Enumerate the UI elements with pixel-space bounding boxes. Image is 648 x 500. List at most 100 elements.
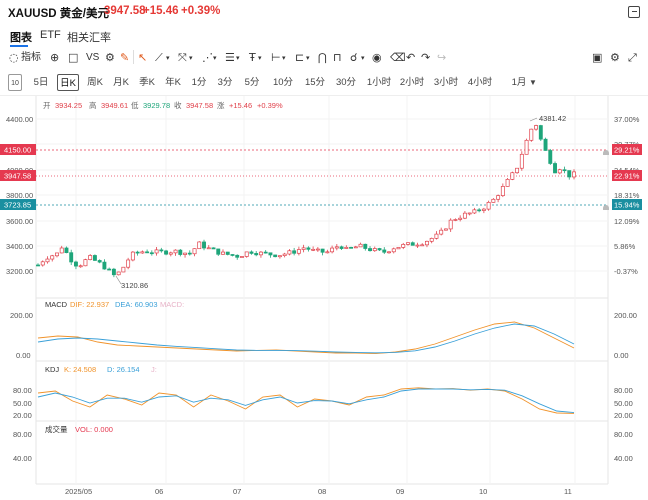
tab-chart[interactable]: 图表 — [10, 32, 32, 44]
candle-body — [311, 248, 316, 251]
level-badge-low-text: 3723.85 — [4, 201, 31, 210]
level-badge-high-left[interactable]: 4150.00 — [0, 144, 36, 155]
tf-1mo[interactable]: 1月 — [511, 77, 527, 88]
level-badge-low-left[interactable]: 3723.85 — [0, 199, 36, 210]
ray-icon[interactable]: ⤧ — [178, 51, 187, 64]
level-badge-low-right[interactable]: 15.94% — [612, 199, 642, 210]
tf-5m[interactable]: 5分 — [244, 77, 260, 88]
bell-icon[interactable] — [603, 205, 609, 210]
volume-axis: 80.00 40.00 80.00 40.00 — [13, 430, 633, 463]
delete-icon[interactable]: ⌫ — [390, 51, 406, 64]
pct-tick: 5.86% — [614, 242, 636, 251]
cursor-icon[interactable]: ↖ — [138, 51, 148, 64]
tf-3m[interactable]: 3分 — [217, 77, 233, 88]
pattern-icon[interactable]: ⋰ — [202, 51, 213, 64]
tf-4h[interactable]: 4小时 — [467, 77, 493, 88]
redo-icon[interactable]: ↷ — [421, 51, 431, 64]
change-value: +15.46 — [229, 101, 252, 110]
candle-body — [121, 266, 126, 273]
text-icon[interactable]: Ŧ — [249, 51, 256, 64]
add-chart-icon[interactable]: ⊕ — [50, 51, 60, 64]
fibonacci-icon[interactable]: ☰ — [225, 51, 235, 64]
chevron-down-icon[interactable]: ▾ — [282, 54, 286, 62]
divider — [0, 95, 648, 96]
chevron-down-icon[interactable]: ▼ — [529, 78, 537, 87]
candle-body — [69, 252, 74, 263]
kdj-tick: 50.00 — [13, 399, 32, 408]
tf-weekly[interactable]: 周K — [87, 77, 103, 88]
chevron-down-icon[interactable]: ▾ — [213, 54, 217, 62]
chevron-down-icon[interactable]: ▾ — [189, 54, 193, 62]
expand-icon[interactable]: ⤢ — [628, 51, 637, 64]
shape-icon[interactable]: ⊏ — [295, 51, 305, 64]
candle-body — [192, 248, 197, 255]
eye-icon[interactable]: ◉ — [372, 51, 382, 64]
time-tick: 2025/05 — [65, 487, 92, 496]
indicator-icon[interactable]: ◌ — [9, 51, 19, 64]
layout-icon[interactable]: □ — [68, 51, 79, 64]
tf-5d[interactable]: 5日 — [33, 77, 49, 88]
level-badge-high-text: 4150.00 — [4, 146, 31, 155]
candle-body — [434, 233, 439, 239]
trendline-icon[interactable]: ⟋ — [155, 51, 163, 64]
candle-body — [548, 150, 553, 164]
tf-3h[interactable]: 3小时 — [433, 77, 459, 88]
bell-icon[interactable] — [603, 150, 609, 155]
candle-body — [254, 253, 259, 256]
lock-icon[interactable]: ⊓ — [333, 51, 342, 64]
chevron-down-icon[interactable]: ▾ — [166, 54, 170, 62]
grid — [36, 96, 608, 484]
tf-1h[interactable]: 1小时 — [366, 77, 392, 88]
compare-button[interactable]: VS — [86, 52, 100, 63]
tab-etf[interactable]: ETF — [40, 29, 61, 41]
tab-active-indicator — [10, 45, 28, 47]
trough-leader — [115, 275, 122, 285]
kdj-tick: 80.00 — [13, 386, 32, 395]
brush-icon[interactable]: ✎ — [120, 51, 130, 64]
calendar-icon[interactable]: 10 — [8, 74, 22, 91]
candle-body — [240, 256, 244, 258]
magnet-icon[interactable]: ⋂ — [318, 51, 328, 64]
candle-body — [197, 241, 202, 250]
candle-body — [50, 255, 55, 260]
measure-icon[interactable]: ⊢ — [271, 51, 281, 64]
gear-icon[interactable]: ⚙ — [610, 51, 620, 64]
candle-body — [277, 255, 282, 258]
volume-tick: 80.00 — [614, 430, 633, 439]
settings-icon[interactable]: ⚙ — [105, 51, 115, 64]
tf-30m[interactable]: 30分 — [335, 77, 357, 88]
tf-10m[interactable]: 10分 — [272, 77, 294, 88]
level-badge-high-right[interactable]: 29.21% — [612, 144, 642, 155]
candle-body — [202, 241, 206, 249]
time-tick: 06 — [155, 487, 163, 496]
candle-body — [320, 248, 325, 253]
candle-body — [505, 179, 510, 187]
tf-quarterly[interactable]: 季K — [139, 77, 155, 88]
candle-body — [562, 169, 567, 172]
candle-body — [97, 260, 102, 263]
tf-2h[interactable]: 2小时 — [399, 77, 425, 88]
tf-monthly[interactable]: 月K — [113, 77, 129, 88]
candle-body — [296, 249, 301, 254]
camera-icon[interactable]: ▣ — [592, 51, 603, 64]
chevron-down-icon[interactable]: ▾ — [306, 54, 310, 62]
candle-body — [401, 244, 406, 248]
tf-yearly[interactable]: 年K — [165, 77, 181, 88]
magic-icon[interactable]: ☌ — [350, 51, 358, 64]
chart-area[interactable]: 开 3934.25 高 3949.61 低 3929.78 收 3947.58 … — [0, 96, 648, 500]
indicator-button[interactable]: 指标 — [21, 52, 41, 63]
undo-icon[interactable]: ↶ — [406, 51, 416, 64]
fullscreen-exit-icon[interactable] — [628, 6, 640, 18]
tf-1m[interactable]: 1分 — [191, 77, 207, 88]
candle-body — [453, 219, 458, 221]
pct-tick: 12.09% — [614, 217, 640, 226]
chevron-down-icon[interactable]: ▾ — [361, 54, 365, 62]
chevron-down-icon[interactable]: ▾ — [236, 54, 240, 62]
candle-body — [111, 268, 116, 276]
tf-daily[interactable]: 日K — [57, 74, 79, 91]
candle-body — [135, 251, 140, 254]
tab-related-fx[interactable]: 相关汇率 — [67, 32, 111, 44]
tab-bar: 图表 ETF 相关汇率 — [0, 26, 648, 47]
tf-15m[interactable]: 15分 — [304, 77, 326, 88]
chevron-down-icon[interactable]: ▾ — [258, 54, 262, 62]
